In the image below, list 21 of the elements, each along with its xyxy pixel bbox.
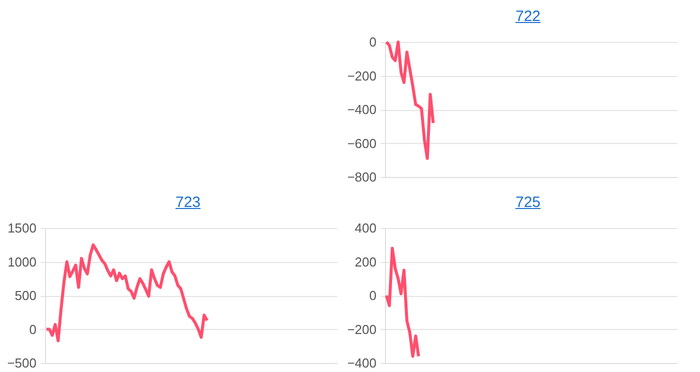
chart-title: 722 xyxy=(514,8,542,27)
y-tick-label: −200 xyxy=(347,68,376,84)
y-tick-label: −400 xyxy=(347,356,376,370)
y-tick-label: 0 xyxy=(29,322,36,337)
y-tick-label: 1000 xyxy=(8,254,36,270)
chart-title: 723 xyxy=(174,194,202,213)
line-series xyxy=(44,243,209,342)
y-tick-label: 400 xyxy=(354,220,376,236)
y-tick-label: −400 xyxy=(347,102,376,117)
chart-title: 725 xyxy=(514,194,542,213)
y-tick-label: −500 xyxy=(7,356,36,370)
y-tick-label: 200 xyxy=(354,254,376,270)
y-tick-label: −800 xyxy=(347,170,376,184)
y-tick-label: 1500 xyxy=(8,220,36,236)
line-series xyxy=(384,246,420,358)
y-tick-label: −200 xyxy=(347,322,376,337)
y-tick-label: 0 xyxy=(369,34,376,50)
y-tick-label: −600 xyxy=(347,136,376,151)
y-tick-label: 500 xyxy=(14,288,36,303)
line-series xyxy=(384,40,435,160)
y-tick-label: 0 xyxy=(369,288,376,303)
